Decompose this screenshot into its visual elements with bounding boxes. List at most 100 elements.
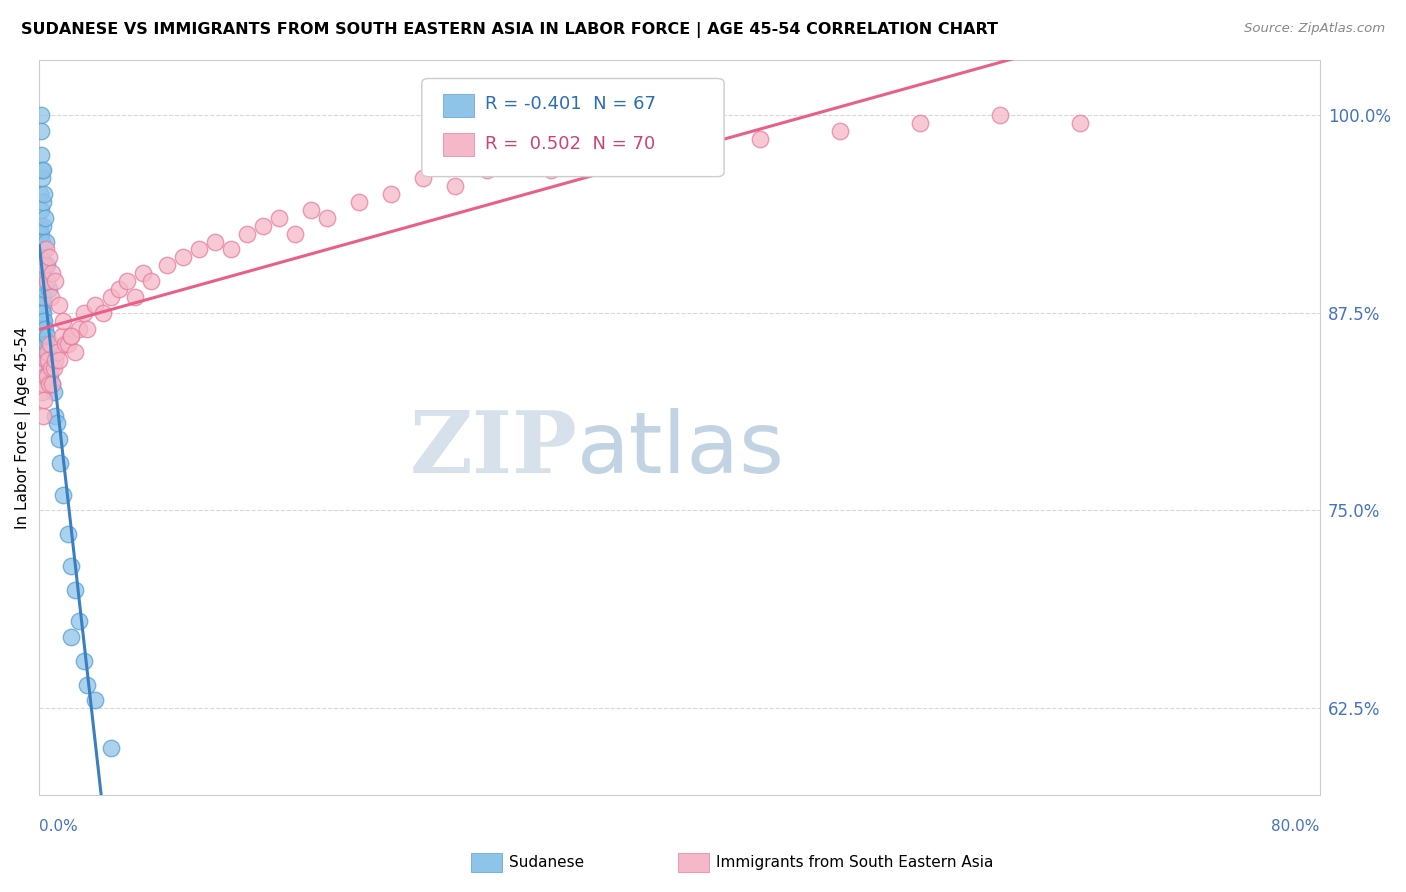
- Point: [39, 290, 62, 304]
- Point: [349, 194, 371, 209]
- Point: [412, 171, 434, 186]
- Text: atlas: atlas: [576, 408, 785, 491]
- Point: [31, 384, 53, 399]
- Point: [988, 108, 1011, 122]
- Point: [48, 432, 70, 446]
- Point: [42, 384, 65, 399]
- Point: [35, 353, 58, 368]
- Point: [52, 313, 75, 327]
- Text: R = -0.401  N = 67: R = -0.401 N = 67: [485, 95, 657, 113]
- Point: [73, 654, 96, 668]
- Point: [63, 582, 86, 597]
- Point: [38, 361, 60, 376]
- Point: [31, 329, 53, 343]
- Point: [31, 171, 53, 186]
- Point: [30, 124, 52, 138]
- Point: [30, 147, 52, 161]
- Point: [32, 313, 55, 327]
- Point: [35, 345, 58, 359]
- Point: [31, 409, 53, 423]
- Point: [44, 274, 66, 288]
- Point: [299, 202, 322, 217]
- Point: [56, 527, 79, 541]
- Point: [31, 306, 53, 320]
- Point: [30, 108, 52, 122]
- Point: [30, 202, 52, 217]
- Text: Sudanese: Sudanese: [509, 855, 583, 870]
- Point: [34, 369, 56, 384]
- Point: [38, 376, 60, 391]
- Point: [53, 337, 76, 351]
- Point: [31, 266, 53, 280]
- Point: [828, 124, 851, 138]
- Point: [269, 211, 291, 225]
- Text: Immigrants from South Eastern Asia: Immigrants from South Eastern Asia: [716, 855, 993, 870]
- Point: [117, 274, 139, 288]
- Point: [60, 630, 83, 644]
- Point: [31, 321, 53, 335]
- Point: [60, 329, 83, 343]
- Point: [42, 361, 65, 376]
- Point: [60, 329, 83, 343]
- Point: [30, 282, 52, 296]
- Point: [48, 298, 70, 312]
- Point: [35, 243, 58, 257]
- Point: [30, 361, 52, 376]
- Point: [37, 345, 59, 359]
- Point: [284, 227, 307, 241]
- Point: [38, 251, 60, 265]
- Point: [108, 282, 131, 296]
- Point: [35, 337, 58, 351]
- Point: [37, 329, 59, 343]
- Point: [63, 345, 86, 359]
- Point: [34, 211, 56, 225]
- Point: [38, 282, 60, 296]
- Point: [30, 227, 52, 241]
- Point: [32, 219, 55, 233]
- Point: [37, 353, 59, 368]
- Point: [141, 274, 163, 288]
- Point: [34, 321, 56, 335]
- Point: [67, 614, 90, 628]
- Point: [32, 258, 55, 272]
- Point: [39, 353, 62, 368]
- Text: 80.0%: 80.0%: [1271, 819, 1320, 834]
- Point: [49, 456, 72, 470]
- Point: [37, 258, 59, 272]
- Point: [31, 298, 53, 312]
- Point: [38, 337, 60, 351]
- Point: [477, 163, 499, 178]
- Point: [380, 187, 402, 202]
- Point: [32, 392, 55, 407]
- Text: Source: ZipAtlas.com: Source: ZipAtlas.com: [1244, 22, 1385, 36]
- Point: [31, 163, 53, 178]
- Point: [588, 147, 610, 161]
- Text: R =  0.502  N = 70: R = 0.502 N = 70: [485, 135, 655, 153]
- Point: [100, 740, 122, 755]
- Point: [668, 147, 690, 161]
- Point: [44, 353, 66, 368]
- Point: [637, 139, 659, 153]
- Text: ZIP: ZIP: [409, 408, 576, 491]
- Y-axis label: In Labor Force | Age 45-54: In Labor Force | Age 45-54: [15, 326, 31, 529]
- Point: [32, 329, 55, 343]
- Point: [31, 235, 53, 249]
- Point: [236, 227, 259, 241]
- Point: [188, 243, 211, 257]
- Point: [93, 306, 115, 320]
- Point: [31, 321, 53, 335]
- Point: [37, 369, 59, 384]
- Point: [84, 693, 107, 707]
- Point: [30, 290, 52, 304]
- Point: [252, 219, 274, 233]
- Point: [56, 337, 79, 351]
- Point: [35, 235, 58, 249]
- Point: [30, 306, 52, 320]
- Point: [30, 187, 52, 202]
- Point: [30, 258, 52, 272]
- Point: [172, 251, 194, 265]
- Point: [30, 251, 52, 265]
- Point: [41, 376, 63, 391]
- Point: [39, 361, 62, 376]
- Point: [41, 376, 63, 391]
